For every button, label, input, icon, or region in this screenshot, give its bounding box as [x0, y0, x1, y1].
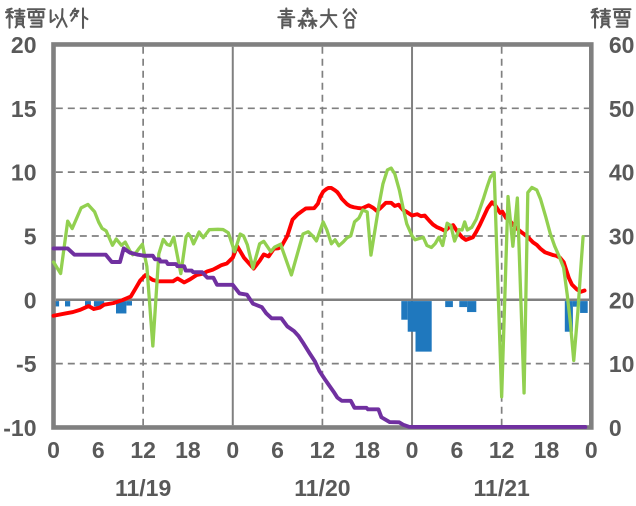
svg-text:18: 18: [175, 437, 201, 463]
svg-text:6: 6: [450, 437, 463, 463]
svg-text:0: 0: [609, 415, 622, 441]
svg-text:12: 12: [489, 437, 515, 463]
svg-text:0: 0: [24, 287, 37, 313]
svg-text:6: 6: [271, 437, 284, 463]
svg-text:18: 18: [354, 437, 380, 463]
svg-text:0: 0: [585, 437, 598, 463]
svg-text:11/21: 11/21: [474, 475, 530, 501]
svg-text:50: 50: [609, 96, 635, 122]
svg-text:10: 10: [609, 351, 635, 377]
svg-text:60: 60: [609, 32, 635, 58]
svg-text:18: 18: [534, 437, 560, 463]
svg-text:11/20: 11/20: [294, 475, 350, 501]
svg-text:40: 40: [609, 160, 635, 186]
svg-text:5: 5: [24, 223, 37, 249]
svg-text:20: 20: [609, 287, 635, 313]
svg-text:-5: -5: [16, 351, 37, 377]
svg-text:0: 0: [47, 437, 60, 463]
svg-text:20: 20: [11, 32, 37, 58]
svg-text:30: 30: [609, 223, 635, 249]
svg-text:0: 0: [406, 437, 419, 463]
svg-text:12: 12: [130, 437, 156, 463]
svg-text:-10: -10: [3, 415, 36, 441]
svg-text:15: 15: [11, 96, 37, 122]
svg-text:0: 0: [226, 437, 239, 463]
svg-text:12: 12: [310, 437, 336, 463]
svg-text:11/19: 11/19: [115, 475, 171, 501]
svg-text:6: 6: [92, 437, 105, 463]
svg-text:10: 10: [11, 160, 37, 186]
